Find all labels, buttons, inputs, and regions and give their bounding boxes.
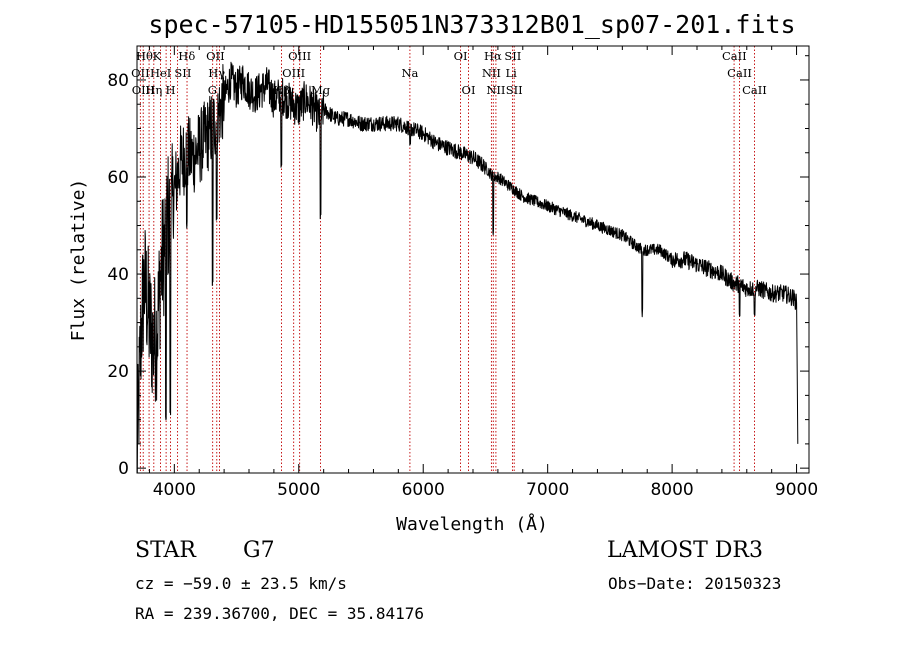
spectral-line-label: Hθ (136, 49, 153, 63)
spectral-line-label: K (153, 49, 162, 63)
coordinates-readout: RA = 239.36700, DEC = 35.84176 (135, 604, 424, 623)
x-tick-label: 7000 (526, 480, 569, 500)
spectrum-line (136, 61, 799, 474)
spectral-line-label: CaII (722, 49, 747, 63)
y-tick-label: 80 (107, 71, 129, 91)
object-subclass: G7 (243, 538, 275, 563)
spectral-line-label: Hα (484, 49, 502, 63)
spectral-line-label: NII (486, 83, 505, 97)
spectral-line-label: G (208, 83, 217, 97)
y-tick-label: 60 (107, 168, 129, 188)
spectral-line-label: Hγ (208, 66, 225, 80)
x-axis-label: Wavelength (Å) (396, 513, 548, 535)
spectral-line-label: OII (206, 49, 225, 63)
spectral-line-label: OI (462, 83, 476, 97)
spectral-line-label: SII (174, 66, 191, 80)
emission-line-markers (139, 46, 755, 473)
spectrum-plot (136, 61, 799, 474)
plot-frame (136, 45, 810, 474)
x-tick-label: 4000 (153, 480, 196, 500)
spectral-line-label: OIII (288, 49, 311, 63)
spectral-line-label: Hη (145, 83, 162, 97)
y-tick-label: 0 (118, 459, 129, 479)
x-tick-label: 9000 (775, 480, 818, 500)
y-tick-label: 20 (107, 362, 129, 382)
chart-title: spec-57105-HD155051N373312B01_sp07-201.f… (148, 10, 795, 39)
spectral-line-label: SII (506, 83, 523, 97)
spectral-line-label: Na (401, 66, 418, 80)
survey-name: LAMOST DR3 (607, 538, 763, 563)
spectral-line-label: CaII (742, 83, 767, 97)
y-tick-label: 40 (107, 265, 129, 285)
x-tick-label: 5000 (277, 480, 320, 500)
spectral-line-label: OI (454, 49, 468, 63)
spectral-line-label: H (165, 83, 175, 97)
x-tick-label: 6000 (402, 480, 445, 500)
x-tick-label: 8000 (650, 480, 693, 500)
spectral-line-label: CaII (727, 66, 752, 80)
axis-ticks: 4000 5000 6000 7000 8000 9000 0 20 40 60 80 (107, 46, 818, 500)
spectral-line-label: OII (131, 66, 150, 80)
spectral-line-label: NII (482, 66, 501, 80)
y-axis-label: Flux (relative) (68, 179, 89, 342)
redshift-readout: cz = −59.0 ± 23.5 km/s (135, 574, 347, 593)
spectral-line-label: HeI (150, 66, 171, 80)
spectral-line-label: OIII (282, 66, 305, 80)
spectral-line-label: SII (504, 49, 521, 63)
object-class: STAR (135, 538, 196, 563)
observation-date: Obs−Date: 20150323 (608, 574, 782, 593)
spectral-line-label: Li (506, 66, 518, 80)
spectral-line-label: Hδ (178, 49, 195, 63)
